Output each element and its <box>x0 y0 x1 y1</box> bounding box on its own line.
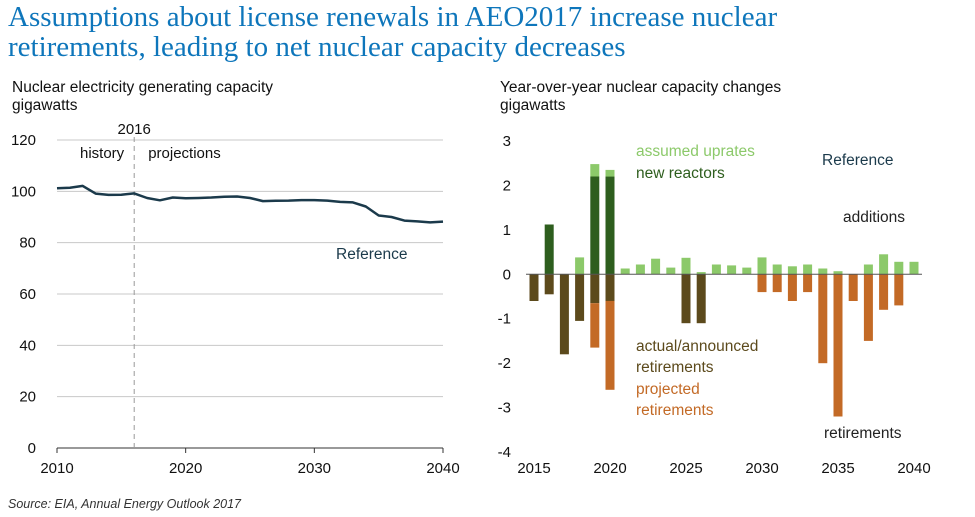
actual-retirements-annotation: actual/announced <box>636 338 758 355</box>
new-reactors-bar <box>544 224 554 275</box>
projected-retirements-annotation: projected <box>636 381 700 398</box>
y-tick-label: 40 <box>19 337 36 354</box>
projected-retirements-bar <box>590 303 600 348</box>
new-reactors-bar <box>605 176 615 275</box>
actual-retirements-bar <box>529 274 539 301</box>
y-tick-label: 60 <box>19 286 36 303</box>
uprates-bar <box>651 258 661 275</box>
source-note: Source: EIA, Annual Energy Outlook 2017 <box>8 497 242 511</box>
y-tick-label: 0 <box>503 266 511 283</box>
right-panel-unit: gigawatts <box>500 97 566 114</box>
new-reactors-bar <box>590 176 600 275</box>
uprates-bar <box>575 257 585 275</box>
actual-retirements-bar <box>590 274 600 304</box>
projected-retirements-bar <box>803 274 813 293</box>
x-tick-label: 2035 <box>821 460 854 477</box>
uprates-bar <box>681 257 691 275</box>
uprates-bar <box>787 266 797 275</box>
uprates-bar <box>590 164 600 177</box>
chart-title-line-1: Assumptions about license renewals in AE… <box>8 1 778 33</box>
uprates-annotation: assumed uprates <box>636 143 755 160</box>
uprates-bar <box>909 261 919 275</box>
reference-line-annotation: Reference <box>336 246 408 263</box>
actual-retirements-bar <box>559 274 569 355</box>
uprates-bar <box>605 169 615 177</box>
uprates-bar <box>757 257 767 275</box>
uprates-bar <box>666 267 676 275</box>
projected-retirements-bar <box>848 274 858 301</box>
x-tick-label: 2025 <box>669 460 702 477</box>
actual-retirements-bar <box>605 274 615 301</box>
uprates-bar <box>863 264 873 275</box>
retirements-annotation: retirements <box>824 425 902 442</box>
y-tick-label: -2 <box>498 355 511 372</box>
y-tick-label: -3 <box>498 400 511 417</box>
chart-title: Assumptions about license renewals in AE… <box>8 2 968 62</box>
y-tick-label: 20 <box>19 389 36 406</box>
reference-annotation: Reference <box>822 152 894 169</box>
projected-retirements-bar <box>605 300 615 390</box>
divider-year-label: 2016 <box>118 121 151 138</box>
uprates-bar <box>727 265 737 275</box>
x-tick-label: 2030 <box>745 460 778 477</box>
uprates-bar <box>772 264 782 275</box>
actual-retirements-bar <box>681 274 691 324</box>
actual-retirements-bar <box>696 274 706 324</box>
uprates-bar <box>818 268 828 275</box>
actual-retirements-annotation-line2: retirements <box>636 359 714 376</box>
x-tick-label: 2020 <box>169 460 202 477</box>
y-tick-label: -4 <box>498 444 511 461</box>
chart-title-line-2: retirements, leading to net nuclear capa… <box>8 31 626 63</box>
new-reactors-annotation: new reactors <box>636 165 725 182</box>
uprates-bar <box>803 264 813 275</box>
x-tick-label: 2040 <box>897 460 930 477</box>
projected-retirements-annotation-line2: retirements <box>636 402 714 419</box>
x-tick-label: 2010 <box>40 460 73 477</box>
right-bar-chart: -4 -3 -2 -1 0 1 2 3 2015 2020 2025 2030 2035 2040 assu… <box>498 133 931 477</box>
uprates-bar <box>620 268 630 275</box>
additions-annotation: additions <box>843 209 905 226</box>
actual-retirements-bar <box>575 274 585 321</box>
y-tick-label: 1 <box>503 222 511 239</box>
projected-retirements-bar <box>772 274 782 293</box>
actual-retirements-bar <box>544 274 554 295</box>
x-tick-label: 2015 <box>517 460 550 477</box>
uprates-bar <box>879 254 889 275</box>
y-tick-label: 80 <box>19 235 36 252</box>
left-panel-unit: gigawatts <box>12 97 78 114</box>
y-tick-label: 0 <box>28 440 36 457</box>
x-tick-label: 2030 <box>298 460 331 477</box>
uprates-bar <box>696 272 706 275</box>
x-tick-label: 2020 <box>593 460 626 477</box>
projected-retirements-bar <box>863 274 873 341</box>
projected-retirements-bar <box>818 274 828 364</box>
y-tick-label: 2 <box>503 177 511 194</box>
right-panel-title: Year-over-year nuclear capacity changes <box>500 79 782 96</box>
y-tick-label: 3 <box>503 133 511 150</box>
x-tick-label: 2040 <box>426 460 459 477</box>
history-label: history <box>80 145 125 162</box>
projected-retirements-bar <box>894 274 904 306</box>
uprates-bar <box>742 267 752 275</box>
y-tick-label: 120 <box>11 132 36 149</box>
left-panel-title: Nuclear electricity generating capacity <box>12 79 274 96</box>
projections-label: projections <box>148 145 221 162</box>
uprates-bar <box>894 261 904 275</box>
uprates-bar <box>833 271 843 275</box>
y-tick-label: -1 <box>498 311 511 328</box>
y-tick-label: 100 <box>11 183 36 200</box>
projected-retirements-bar <box>833 274 843 417</box>
uprates-bar <box>711 264 721 275</box>
projected-retirements-bar <box>787 274 797 301</box>
reference-series-line <box>56 184 444 224</box>
projected-retirements-bar <box>879 274 889 310</box>
projected-retirements-bar <box>757 274 767 293</box>
uprates-bar <box>635 264 645 275</box>
